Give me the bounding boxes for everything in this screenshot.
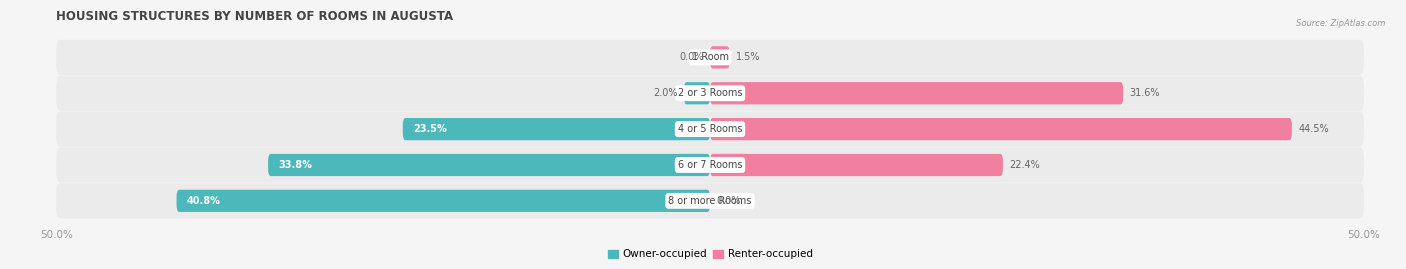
Text: 0.0%: 0.0% [717,196,741,206]
FancyBboxPatch shape [710,118,1292,140]
FancyBboxPatch shape [56,112,1364,147]
Text: 1.5%: 1.5% [737,52,761,62]
Text: 33.8%: 33.8% [278,160,312,170]
FancyBboxPatch shape [402,118,710,140]
Text: HOUSING STRUCTURES BY NUMBER OF ROOMS IN AUGUSTA: HOUSING STRUCTURES BY NUMBER OF ROOMS IN… [56,10,453,23]
Text: 2.0%: 2.0% [652,88,678,98]
FancyBboxPatch shape [683,82,710,104]
FancyBboxPatch shape [56,76,1364,111]
Text: 0.0%: 0.0% [679,52,703,62]
Text: 1 Room: 1 Room [692,52,728,62]
FancyBboxPatch shape [710,46,730,69]
Text: 31.6%: 31.6% [1130,88,1160,98]
FancyBboxPatch shape [56,40,1364,75]
Text: 4 or 5 Rooms: 4 or 5 Rooms [678,124,742,134]
Text: 40.8%: 40.8% [187,196,221,206]
FancyBboxPatch shape [269,154,710,176]
Text: Source: ZipAtlas.com: Source: ZipAtlas.com [1295,19,1385,28]
Legend: Owner-occupied, Renter-occupied: Owner-occupied, Renter-occupied [603,245,817,263]
Text: 2 or 3 Rooms: 2 or 3 Rooms [678,88,742,98]
Text: 44.5%: 44.5% [1298,124,1329,134]
Text: 23.5%: 23.5% [413,124,447,134]
Text: 6 or 7 Rooms: 6 or 7 Rooms [678,160,742,170]
FancyBboxPatch shape [56,147,1364,183]
FancyBboxPatch shape [710,82,1123,104]
FancyBboxPatch shape [710,154,1002,176]
FancyBboxPatch shape [56,183,1364,218]
Text: 8 or more Rooms: 8 or more Rooms [668,196,752,206]
FancyBboxPatch shape [177,190,710,212]
Text: 22.4%: 22.4% [1010,160,1040,170]
